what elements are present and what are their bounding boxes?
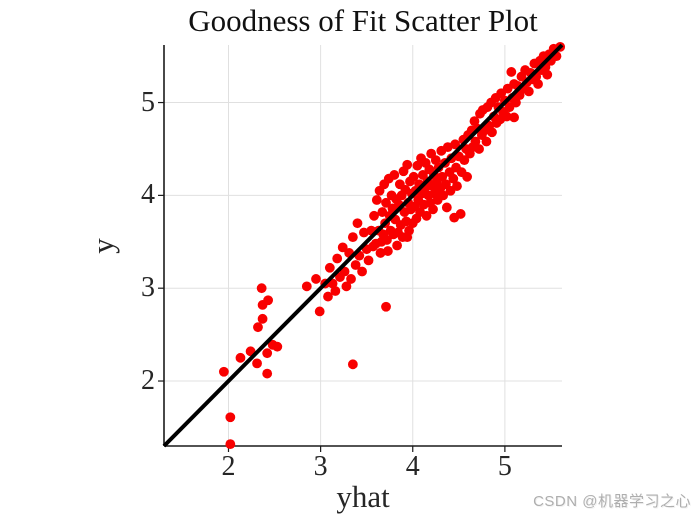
scatter-point (347, 359, 358, 370)
scatter-point (402, 232, 413, 243)
scatter-point (262, 348, 273, 359)
scatter-point (523, 86, 534, 97)
scatter-point (442, 142, 453, 153)
scatter-point (263, 295, 274, 306)
scatter-point (506, 67, 517, 77)
scatter-point (375, 248, 386, 258)
scatter-point (470, 136, 481, 147)
y-tick-label: 2 (141, 365, 155, 397)
x-axis-label: yhat (336, 479, 390, 514)
scatter-point (363, 255, 374, 266)
scatter-point (235, 352, 246, 363)
identity-line (162, 43, 564, 448)
scatter-point (438, 190, 449, 201)
scatter-point (455, 209, 466, 219)
scatter-point (350, 260, 361, 270)
scatter-point (377, 207, 388, 217)
scatter-point (381, 301, 391, 312)
plot-area (158, 41, 566, 452)
scatter-point (256, 283, 267, 294)
scatter-plot-canvas (158, 41, 566, 452)
scatter-point (371, 195, 382, 205)
scatter-point (430, 155, 441, 166)
y-axis-label: y (85, 238, 120, 254)
y-tick-label: 3 (141, 272, 155, 304)
scatter-point (408, 171, 419, 182)
scatter-point (469, 116, 480, 127)
y-tick-label: 5 (141, 86, 155, 118)
scatter-point (257, 313, 268, 324)
scatter-point (369, 210, 379, 221)
scatter-point (376, 236, 387, 247)
x-tick-label: 5 (497, 451, 512, 482)
scatter-point (389, 170, 400, 180)
scatter-point (462, 171, 473, 182)
scatter-point (542, 69, 553, 80)
scatter-point (487, 127, 497, 138)
scatter-point (357, 266, 367, 277)
scatter-point (392, 240, 402, 251)
scatter-point (428, 204, 438, 215)
scatter-point (402, 159, 413, 170)
scatter-point (509, 112, 519, 123)
scatter-point (314, 306, 325, 317)
scatter-point (452, 181, 462, 191)
x-tick-label: 2 (221, 451, 236, 482)
y-tick-label: 4 (141, 179, 155, 211)
scatter-point (311, 274, 321, 284)
scatter-point (323, 291, 333, 302)
scatter-point (421, 210, 432, 221)
scatter-point (225, 439, 236, 450)
scatter-point (381, 197, 391, 208)
scatter-point (359, 227, 369, 238)
scatter-point (332, 253, 343, 264)
scatter-point (330, 286, 341, 296)
scatter-point (481, 136, 492, 147)
scatter-point (272, 341, 283, 352)
scatter-point (225, 412, 236, 423)
scatter-point (448, 173, 459, 184)
scatter-point (347, 232, 358, 243)
scatter-point (252, 358, 262, 369)
scatter-point (346, 274, 356, 284)
scatter-point (324, 262, 335, 273)
watermark-text: CSDN @机器学习之心 (533, 493, 691, 510)
scatter-point (393, 227, 403, 238)
scatter-point (262, 368, 273, 379)
x-tick-label: 3 (313, 451, 328, 482)
scatter-point (511, 97, 521, 108)
chart-title: Goodness of Fit Scatter Plot (188, 3, 538, 38)
x-tick-label: 4 (405, 451, 420, 482)
scatter-point (437, 171, 448, 182)
scatter-point (301, 281, 312, 292)
scatter-point (352, 218, 363, 229)
scatter-point (412, 160, 423, 171)
scatter-point (450, 139, 461, 150)
scatter-point (253, 322, 263, 333)
scatter-point (474, 144, 484, 154)
scatter-point (337, 242, 348, 253)
scatter-point (533, 79, 543, 89)
scatter-point (341, 281, 352, 292)
scatter-point (501, 111, 512, 122)
scatter-point (382, 246, 393, 256)
scatter-point (218, 366, 229, 377)
scatter-point (459, 155, 470, 166)
scatter-point (441, 202, 452, 213)
